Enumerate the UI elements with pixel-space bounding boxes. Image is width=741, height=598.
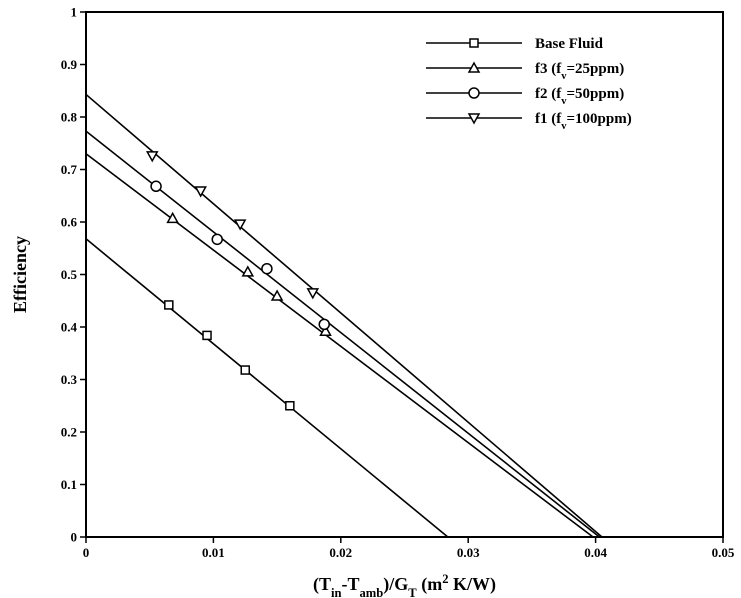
- y-tick-label: 0.3: [61, 372, 78, 387]
- marker-f1-fv-100ppm: [233, 219, 247, 231]
- fit-line-f2-fv-50ppm: [85, 130, 600, 538]
- x-axis: 0 0.01 0.02 0.03 0.04 0.05: [83, 537, 735, 560]
- label-run: v: [561, 96, 567, 107]
- label-run: (m: [417, 574, 443, 595]
- x-tick-label: 0.04: [584, 545, 607, 560]
- legend-marker-f3-fv-25ppm: [467, 61, 481, 73]
- marker-f1-fv-100ppm: [145, 151, 159, 163]
- label-run: amb: [360, 586, 384, 598]
- x-tick-label: 0.01: [202, 545, 225, 560]
- x-tick-label: 0.02: [329, 545, 352, 560]
- label-run: =50ppm): [567, 86, 625, 102]
- marker-f2-fv-50ppm: [318, 318, 330, 331]
- marker-base-fluid: [164, 300, 174, 310]
- label-run: T: [408, 586, 417, 598]
- fit-lines: [85, 93, 603, 538]
- y-tick-label: 0.1: [61, 477, 77, 492]
- y-tick-label: 0.8: [61, 110, 78, 125]
- y-tick-label: 1: [71, 5, 78, 20]
- legend-label-f3-fv-25ppm: f3 (fv=25ppm): [535, 61, 624, 82]
- legend-marker-f2-fv-50ppm: [468, 87, 480, 99]
- label-run: )/G: [383, 574, 408, 595]
- label-run: v: [561, 71, 567, 82]
- x-axis-title: (Tin-Tamb)/GT (m2 K/W): [313, 572, 496, 598]
- marker-f1-fv-100ppm: [306, 288, 320, 300]
- y-tick-label: 0.2: [61, 425, 77, 440]
- y-tick-label: 0.7: [61, 162, 78, 177]
- label-run: v: [561, 121, 567, 132]
- legend-marker-f1-fv-100ppm: [467, 113, 481, 125]
- fit-line-f3-fv-25ppm: [85, 153, 594, 538]
- marker-f2-fv-50ppm: [211, 233, 223, 246]
- y-tick-label: 0.4: [61, 320, 78, 335]
- label-run: f3 (f: [535, 61, 562, 77]
- marker-f1-fv-100ppm: [194, 186, 207, 198]
- data-markers: [145, 151, 332, 411]
- label-run: (T: [313, 574, 331, 595]
- y-tick-label: 0.9: [61, 57, 78, 72]
- fit-line-f1-fv-100ppm: [85, 93, 603, 538]
- label-run: K/W): [449, 574, 497, 595]
- marker-base-fluid: [285, 401, 295, 411]
- marker-f2-fv-50ppm: [150, 180, 162, 193]
- legend-marker-base-fluid: [469, 38, 479, 48]
- y-axis-title: Efficiency: [10, 236, 30, 313]
- label-run: f2 (f: [535, 86, 562, 102]
- y-axis: 0 0.1 0.2 0.3 0.4 0.5 0.6 0.7 0.8 0.9 1: [61, 5, 86, 545]
- marker-f3-fv-25ppm: [166, 211, 179, 224]
- marker-base-fluid: [202, 330, 212, 341]
- plot-frame: [85, 11, 724, 538]
- y-tick-label: 0: [71, 530, 78, 545]
- fit-line-base-fluid: [85, 238, 449, 538]
- marker-f3-fv-25ppm: [319, 324, 332, 336]
- marker-f2-fv-50ppm: [261, 262, 273, 275]
- label-run: 2: [442, 572, 448, 586]
- label-run: in: [331, 586, 342, 598]
- y-tick-label: 0.6: [61, 215, 78, 230]
- x-tick-label: 0.05: [712, 545, 735, 560]
- label-run: Base Fluid: [535, 36, 604, 52]
- label-run: f1 (f: [535, 111, 562, 127]
- legend-label-f2-fv-50ppm: f2 (fv=50ppm): [535, 86, 624, 107]
- marker-base-fluid: [240, 365, 250, 375]
- y-tick-label: 0.5: [61, 267, 78, 282]
- x-tick-label: 0: [83, 545, 90, 560]
- x-tick-label: 0.03: [457, 545, 480, 560]
- label-run: =100ppm): [567, 111, 632, 127]
- legend-label-base-fluid: Base Fluid: [535, 36, 604, 52]
- marker-f3-fv-25ppm: [270, 289, 284, 301]
- marker-f3-fv-25ppm: [241, 265, 255, 277]
- label-run: =25ppm): [567, 61, 625, 77]
- legend-label-f1-fv-100ppm: f1 (fv=100ppm): [535, 111, 632, 132]
- label-run: -T: [342, 574, 360, 594]
